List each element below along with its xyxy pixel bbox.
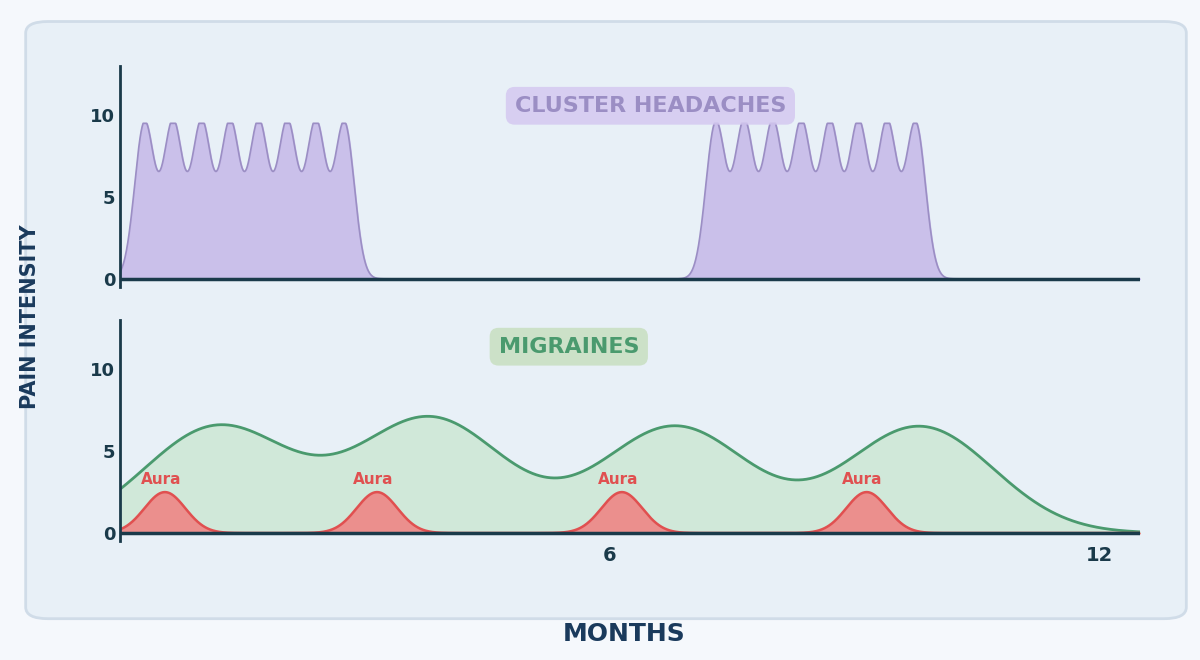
Text: MONTHS: MONTHS [563,622,685,645]
FancyBboxPatch shape [25,22,1187,618]
Text: Aura: Aura [140,472,181,487]
Text: Aura: Aura [842,472,883,487]
Text: PAIN INTENSITY: PAIN INTENSITY [20,224,40,409]
Text: MIGRAINES: MIGRAINES [498,337,640,356]
Text: Aura: Aura [598,472,638,487]
Text: Aura: Aura [353,472,394,487]
Text: CLUSTER HEADACHES: CLUSTER HEADACHES [515,96,786,115]
